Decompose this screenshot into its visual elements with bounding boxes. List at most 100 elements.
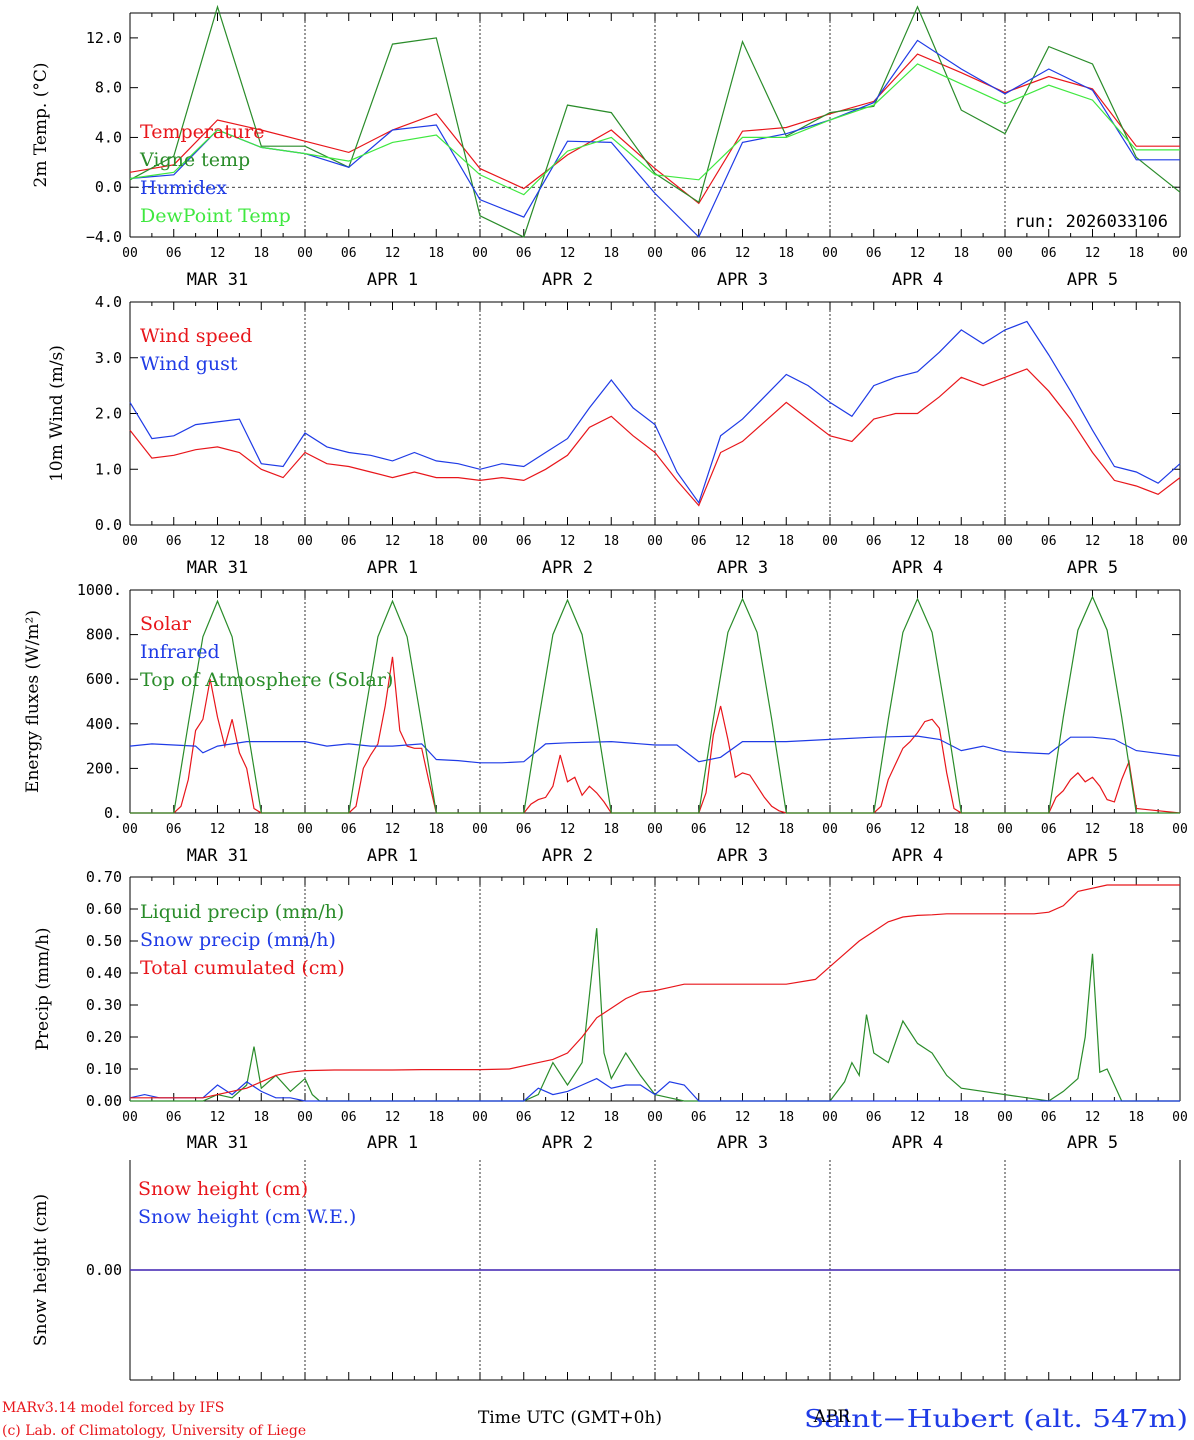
x-tick-label: 00: [997, 246, 1013, 261]
x-tick-label: 12: [735, 246, 751, 261]
x-tick-label: 00: [122, 822, 138, 837]
legend-entry: Infrared: [140, 641, 220, 663]
y-tick-label: 0.30: [86, 996, 122, 1014]
legend-entry: Temperature: [140, 121, 264, 143]
day-label: MAR 31: [187, 846, 248, 866]
x-tick-label: 00: [297, 822, 313, 837]
y-tick-label: 0.70: [86, 868, 122, 886]
x-tick-label: 00: [647, 1110, 663, 1125]
y-tick-label: 800.: [86, 626, 122, 644]
x-tick-label: 18: [253, 246, 269, 261]
model-credit: MARv3.14 model forced by IFS: [2, 1400, 224, 1416]
x-tick-label: 06: [866, 246, 882, 261]
y-axis-label: Snow height (cm): [31, 1194, 51, 1346]
x-tick-label: 12: [910, 534, 926, 549]
x-tick-label: 06: [166, 1110, 182, 1125]
x-tick-label: 06: [1041, 246, 1057, 261]
legend-entry: Snow height (cm W.E.): [138, 1206, 356, 1228]
panels: 00 06 12 18 00 06 12 18 00 06 12 18 00 06 12 18 00 06 12 18…: [23, 4, 1188, 1381]
y-tick-label: 0.00: [86, 1261, 122, 1279]
legend-entry: Solar: [140, 613, 192, 635]
y-tick-label: 3.0: [95, 349, 122, 367]
y-axis-label: Precip (mm/h): [33, 927, 53, 1050]
day-label: APR 1: [367, 846, 418, 866]
x-tick-label: 12: [560, 822, 576, 837]
legend-entry: Liquid precip (mm/h): [140, 901, 344, 923]
x-tick-label: 12: [560, 246, 576, 261]
x-tick-label: 12: [1085, 1110, 1101, 1125]
day-label: APR 3: [717, 1133, 768, 1153]
y-axis-label: 2m Temp. (°C): [31, 62, 51, 187]
legend-entry: Wind gust: [140, 353, 238, 375]
legend-entry: Vigne temp: [139, 149, 250, 171]
panel-3: 00 06 12 18 00 06 12 18 00 06 12 18 00 06 12 18 00 06 12 18…: [23, 581, 1188, 866]
y-tick-label: 12.0: [86, 29, 122, 47]
y-tick-label: 0.00: [86, 1092, 122, 1110]
x-tick-label: 12: [910, 822, 926, 837]
x-tick-label: 12: [910, 246, 926, 261]
x-tick-label: 00: [822, 1110, 838, 1125]
day-label: APR 1: [367, 1133, 418, 1153]
x-tick-label: 12: [385, 246, 401, 261]
x-tick-label: 12: [560, 1110, 576, 1125]
x-tick-label: 06: [166, 534, 182, 549]
y-tick-label: 0.50: [86, 932, 122, 950]
x-tick-label: 12: [385, 822, 401, 837]
day-label: APR 2: [542, 846, 593, 866]
x-tick-label: 00: [1172, 246, 1188, 261]
x-tick-label: 12: [210, 822, 226, 837]
y-tick-label: 0.60: [86, 900, 122, 918]
series-line-dewpoint-temp: [129, 63, 1180, 196]
day-label: APR 5: [1067, 846, 1118, 866]
x-tick-label: 12: [560, 534, 576, 549]
x-tick-label: 00: [472, 534, 488, 549]
x-tick-label: 06: [1041, 822, 1057, 837]
copyright-credit: (c) Lab. of Climatology, University of L…: [2, 1423, 306, 1439]
x-tick-label: 18: [778, 822, 794, 837]
panel-4: 00 06 12 18 00 06 12 18 00 06 12 18 00 06 12 18 00 06 12 18…: [33, 868, 1188, 1153]
legend-entry: Snow precip (mm/h): [140, 929, 336, 951]
x-tick-label: 18: [1128, 534, 1144, 549]
x-tick-label: 18: [953, 1110, 969, 1125]
x-tick-label: 06: [866, 534, 882, 549]
x-tick-label: 00: [122, 534, 138, 549]
series-line-top-of-atmosphere-solar-: [130, 595, 1180, 814]
x-tick-label: 18: [1128, 1110, 1144, 1125]
series-line-wind-gust: [129, 320, 1181, 505]
x-tick-label: 00: [472, 822, 488, 837]
x-tick-label: 18: [953, 822, 969, 837]
y-tick-label: 2.0: [95, 405, 122, 423]
x-tick-label: 06: [166, 246, 182, 261]
day-label: APR 2: [542, 270, 593, 290]
x-tick-label: 18: [603, 1110, 619, 1125]
x-tick-label: 00: [1172, 534, 1188, 549]
x-tick-label: 18: [253, 1110, 269, 1125]
x-tick-label: 18: [778, 1110, 794, 1125]
x-tick-label: 00: [647, 534, 663, 549]
x-tick-label: 18: [953, 246, 969, 261]
x-tick-label: 00: [1172, 1110, 1188, 1125]
x-tick-label: 00: [472, 246, 488, 261]
day-label: APR 3: [717, 270, 768, 290]
y-tick-label: 0.: [104, 804, 122, 822]
x-tick-label: 00: [1172, 822, 1188, 837]
y-tick-label: 1.0: [95, 460, 122, 478]
day-label: APR 4: [892, 558, 943, 578]
legend-entry: DewPoint Temp: [140, 205, 291, 227]
x-tick-label: 06: [516, 1110, 532, 1125]
x-tick-label: 00: [297, 534, 313, 549]
day-label: APR 2: [542, 1133, 593, 1153]
x-tick-label: 00: [297, 1110, 313, 1125]
series-line-total-cumulated-cm-: [130, 884, 1180, 1099]
x-tick-label: 06: [341, 534, 357, 549]
x-tick-label: 06: [866, 1110, 882, 1125]
x-tick-label: 00: [997, 534, 1013, 549]
x-tick-label: 12: [735, 534, 751, 549]
legend-entry: Wind speed: [140, 325, 252, 347]
x-tick-label: 18: [253, 534, 269, 549]
overlap-day-label: APR: [813, 1407, 852, 1427]
legend-entry: Total cumulated (cm): [140, 957, 345, 979]
day-label: APR 4: [892, 846, 943, 866]
x-tick-label: 00: [297, 246, 313, 261]
x-tick-label: 06: [691, 534, 707, 549]
